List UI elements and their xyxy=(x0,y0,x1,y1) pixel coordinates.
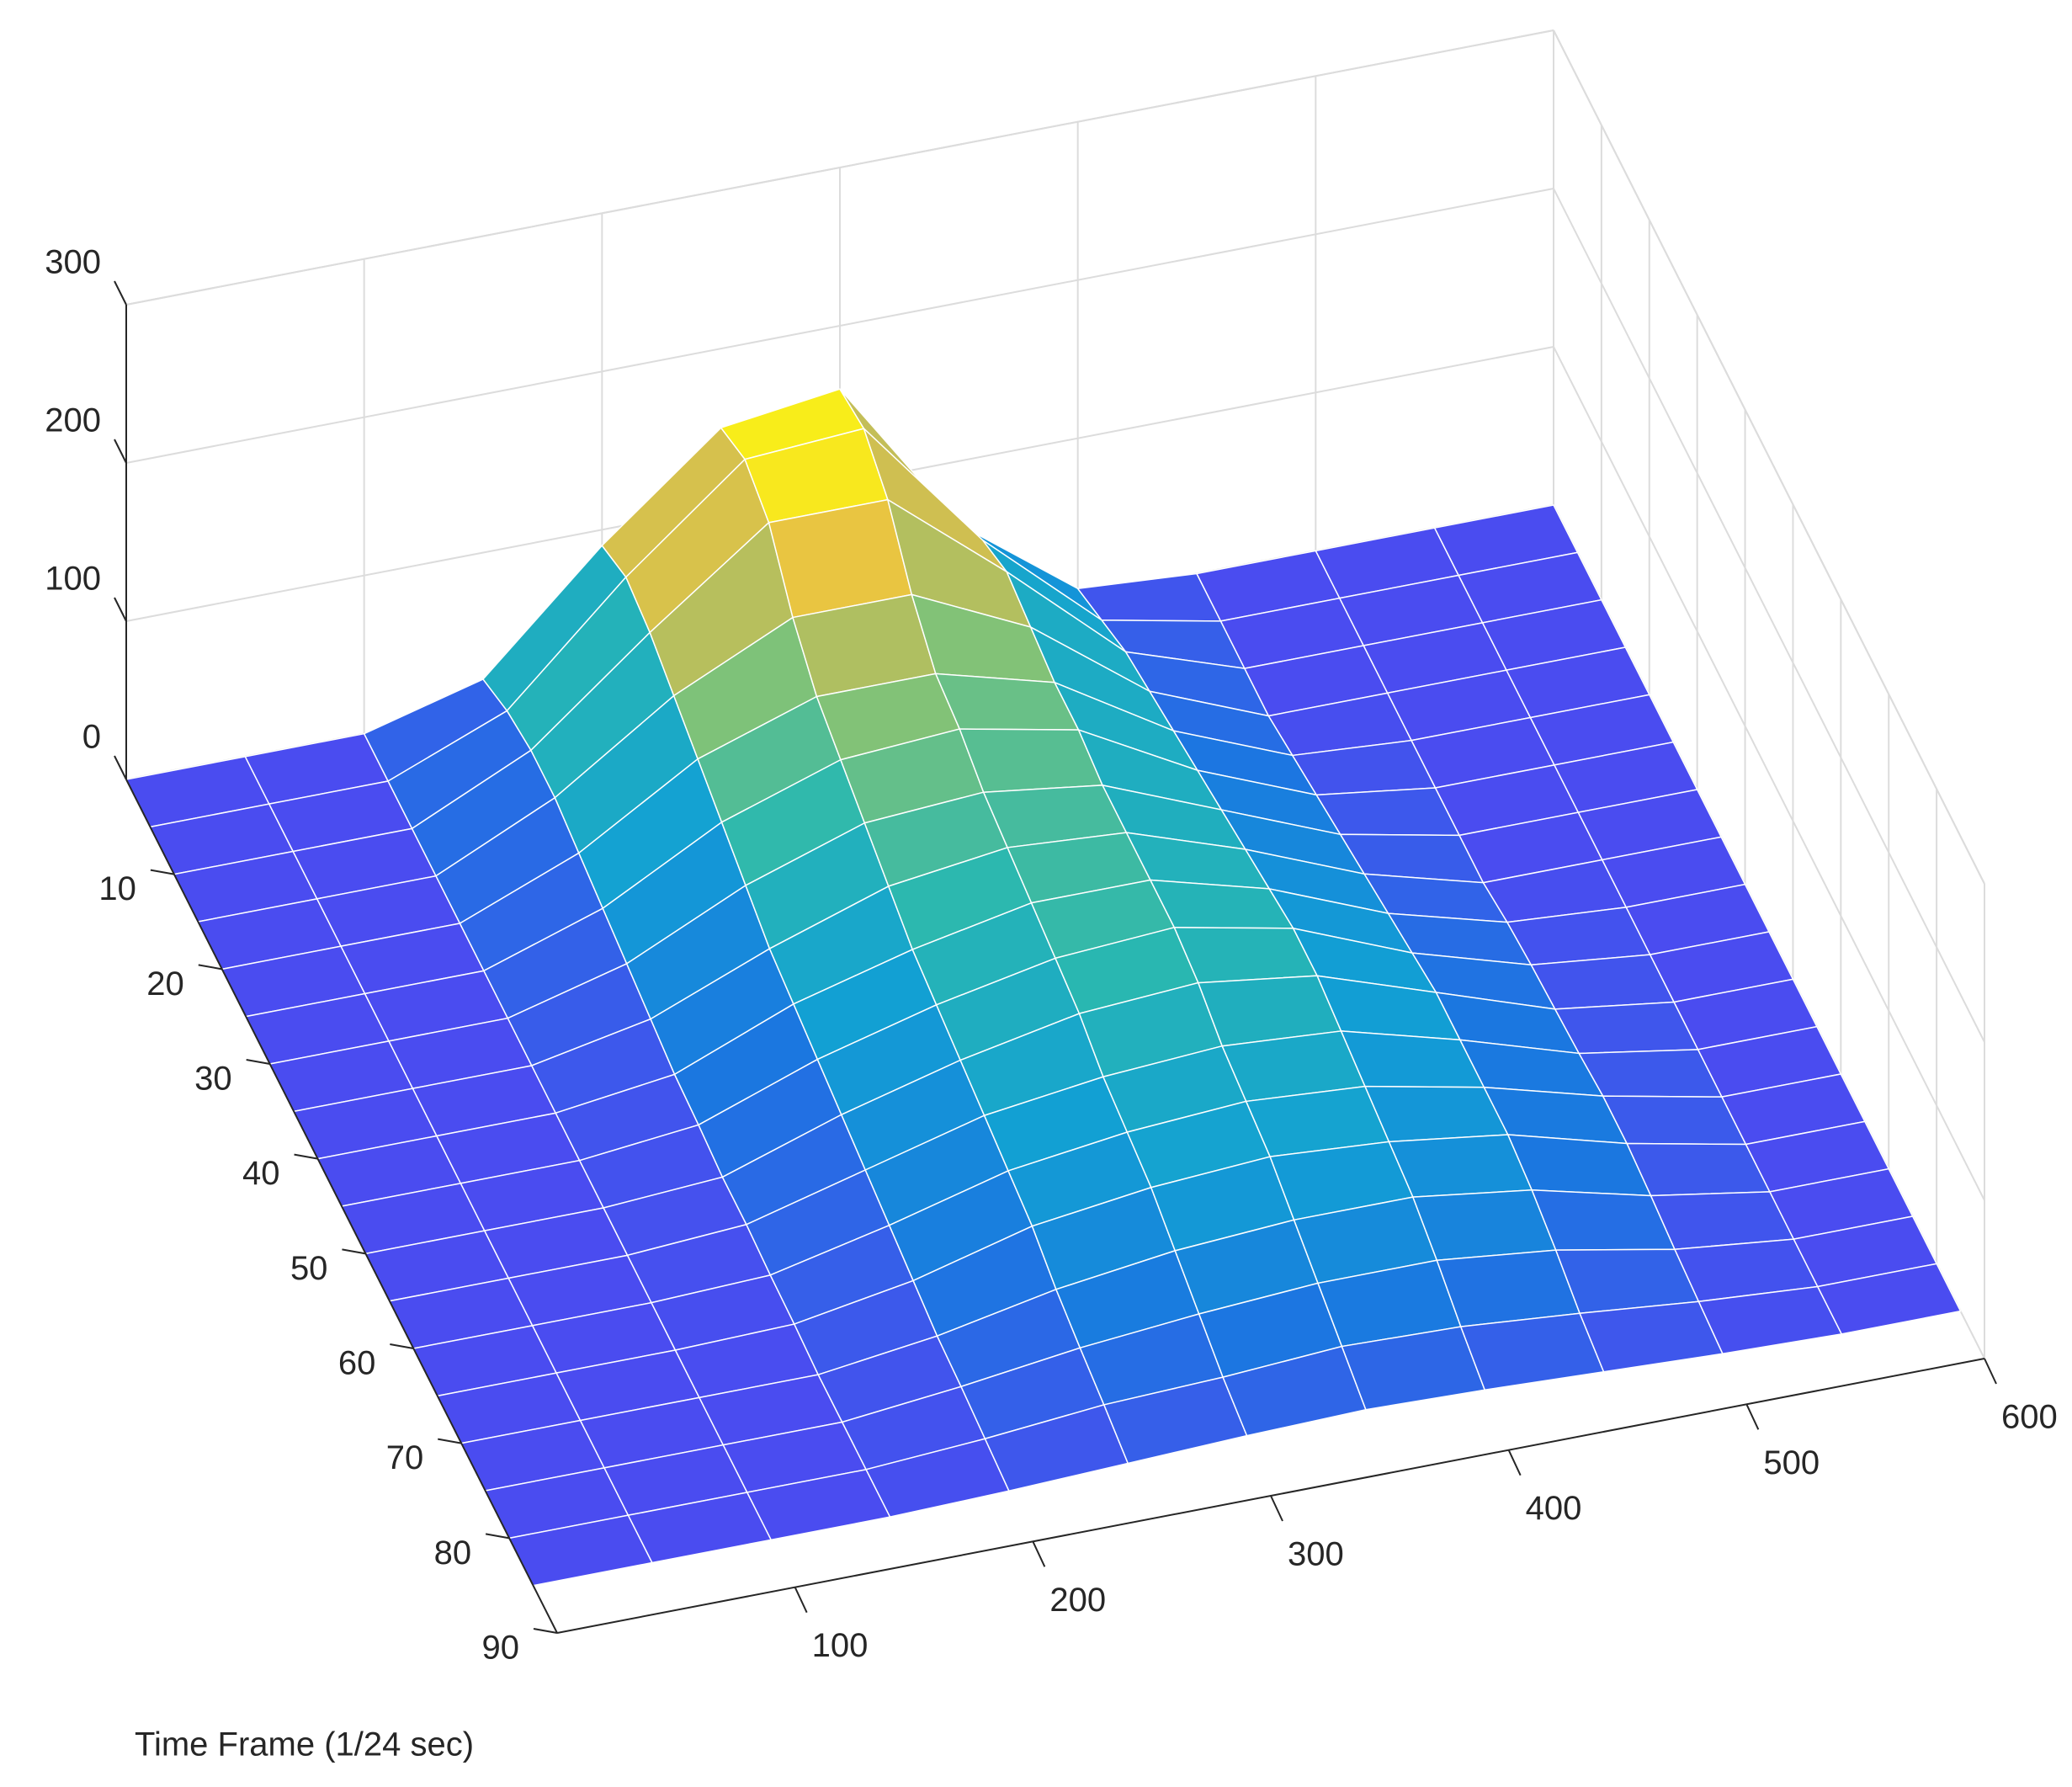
x-tick xyxy=(1984,1358,1997,1385)
z-tick-label: 0 xyxy=(82,719,101,756)
surface-patch xyxy=(1816,1263,1962,1335)
x-tick xyxy=(794,1587,808,1614)
surface-patch xyxy=(1411,1189,1557,1262)
x-tick xyxy=(1270,1495,1283,1522)
y-tick xyxy=(438,1438,462,1444)
z-tick xyxy=(114,280,127,306)
y-tick xyxy=(294,1153,318,1160)
y-tick-label: 10 xyxy=(98,870,136,907)
z-tick-label: 300 xyxy=(45,244,101,281)
z-tick-label: 100 xyxy=(45,561,101,598)
y-tick xyxy=(198,964,222,971)
y-tick-label: 50 xyxy=(290,1250,328,1287)
y-tick-label: 90 xyxy=(482,1630,520,1667)
x-tick-label: 400 xyxy=(1526,1490,1582,1527)
grid-line xyxy=(125,188,1554,464)
grid-line xyxy=(1553,188,1985,1043)
surface-patch xyxy=(1315,787,1461,837)
surface-patch xyxy=(1076,572,1222,622)
y-tick-label: 40 xyxy=(242,1155,280,1192)
surface-patch xyxy=(1459,1312,1605,1391)
y-tick-label: 30 xyxy=(194,1061,232,1098)
y-tick xyxy=(246,1059,270,1065)
y-axis xyxy=(125,779,558,1634)
y-tick xyxy=(485,1533,510,1540)
y-axis-label: Time Frame (1/24 sec) xyxy=(135,1726,474,1763)
z-tick xyxy=(114,439,127,464)
y-tick xyxy=(390,1343,414,1349)
x-tick-label: 300 xyxy=(1288,1536,1344,1573)
y-tick-label: 70 xyxy=(386,1439,424,1476)
grid-line xyxy=(1553,29,1985,885)
x-tick-label: 100 xyxy=(812,1627,869,1664)
y-tick-label: 80 xyxy=(434,1534,472,1572)
grid-line xyxy=(125,29,1554,306)
x-tick-label: 600 xyxy=(2001,1399,2058,1436)
y-tick xyxy=(342,1248,366,1255)
surface-patch xyxy=(1577,1049,1724,1098)
surface-patch xyxy=(1554,1001,1699,1055)
z-tick xyxy=(114,597,127,622)
surface-patch xyxy=(1388,1134,1533,1198)
surface-patch xyxy=(1602,1095,1747,1146)
z-tick xyxy=(114,755,127,780)
y-tick xyxy=(533,1628,558,1634)
z-tick-label: 200 xyxy=(45,402,101,439)
x-tick xyxy=(1507,1449,1522,1476)
surface-patch xyxy=(1173,927,1319,984)
y-tick xyxy=(150,869,175,875)
x-tick xyxy=(1745,1403,1760,1430)
x-tick-label: 500 xyxy=(1763,1444,1820,1481)
grid-line xyxy=(1553,346,1985,1201)
y-tick-label: 60 xyxy=(338,1345,376,1382)
surface-patch xyxy=(1625,1142,1772,1197)
x-tick xyxy=(1032,1540,1046,1567)
y-tick-label: 20 xyxy=(146,965,184,1003)
surface-patch xyxy=(959,728,1104,793)
surface-patch xyxy=(1530,954,1676,1010)
surface-patch xyxy=(1579,1300,1724,1373)
surface-patch xyxy=(1363,1085,1509,1143)
x-tick-label: 200 xyxy=(1049,1582,1106,1619)
